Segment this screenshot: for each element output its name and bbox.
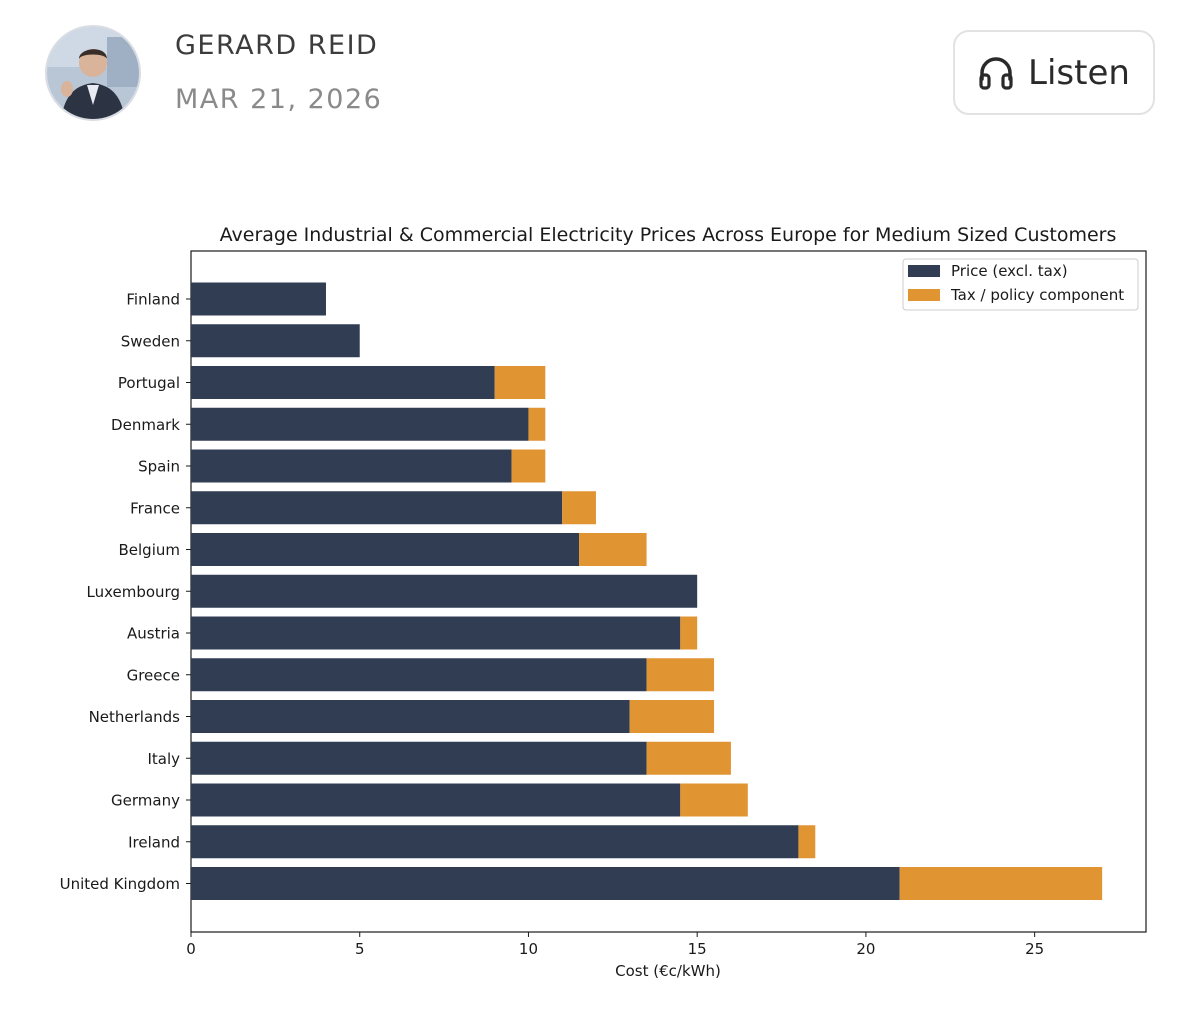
bar-spain-price xyxy=(191,449,512,483)
bar-portugal-price xyxy=(191,366,495,399)
listen-button[interactable]: Listen xyxy=(953,30,1155,115)
bar-france-price xyxy=(191,491,563,525)
legend-box xyxy=(902,258,1139,311)
y-tick-label-spain: Spain xyxy=(138,458,180,476)
author-name[interactable]: GERARD REID xyxy=(175,30,379,61)
legend-swatch-price xyxy=(908,265,940,277)
bar-chart: Average Industrial & Commercial Electric… xyxy=(60,224,1147,980)
y-tick-label-italy: Italy xyxy=(147,750,180,768)
listen-label: Listen xyxy=(1028,52,1130,93)
bar-germany-price xyxy=(191,783,681,817)
bar-belgium-price xyxy=(191,533,580,566)
legend-label-tax: Tax / policy component xyxy=(950,286,1124,304)
x-tick-label-5: 5 xyxy=(355,940,365,958)
bar-italy-price xyxy=(191,741,647,775)
y-tick-label-finland: Finland xyxy=(126,291,180,309)
x-tick-label-20: 20 xyxy=(856,940,875,958)
y-tick-label-netherlands: Netherlands xyxy=(89,708,181,726)
bar-austria-tax xyxy=(680,616,698,650)
x-tick-label-15: 15 xyxy=(688,940,707,958)
bar-netherlands-price xyxy=(191,700,630,733)
bar-sweden-price xyxy=(191,324,360,358)
bar-denmark-price xyxy=(191,407,529,441)
post-header: GERARD REID MAR 21, 2026 Listen xyxy=(0,0,1200,150)
x-tick-label-25: 25 xyxy=(1025,940,1044,958)
bar-germany-tax xyxy=(680,783,748,817)
y-tick-label-belgium: Belgium xyxy=(119,541,181,559)
author-avatar[interactable] xyxy=(45,25,141,121)
headphones-icon xyxy=(978,55,1014,91)
bar-finland-price xyxy=(191,282,326,316)
y-tick-label-sweden: Sweden xyxy=(121,332,180,350)
x-tick-label-0: 0 xyxy=(186,940,196,958)
y-tick-label-france: France xyxy=(130,499,180,517)
post-date: MAR 21, 2026 xyxy=(175,84,383,115)
x-tick-label-10: 10 xyxy=(519,940,538,958)
chart-title: Average Industrial & Commercial Electric… xyxy=(220,224,1117,246)
bar-greece-tax xyxy=(646,658,715,692)
bar-italy-tax xyxy=(646,741,731,775)
y-tick-label-ireland: Ireland xyxy=(128,833,180,851)
bar-denmark-tax xyxy=(528,407,546,441)
bar-united-kingdom-price xyxy=(191,867,900,900)
y-tick-label-denmark: Denmark xyxy=(111,416,180,434)
bar-austria-price xyxy=(191,616,681,650)
bar-spain-tax xyxy=(511,449,546,483)
bar-france-tax xyxy=(562,491,596,525)
chart-legend: Price (excl. tax) Tax / policy component xyxy=(902,258,1139,311)
bar-ireland-tax xyxy=(798,825,816,859)
x-axis-label: Cost (€c/kWh) xyxy=(615,962,721,980)
bar-ireland-price xyxy=(191,825,799,859)
y-tick-label-austria: Austria xyxy=(127,625,180,643)
bar-united-kingdom-tax xyxy=(899,867,1103,900)
legend-swatch-tax xyxy=(908,289,940,301)
legend-label-price: Price (excl. tax) xyxy=(951,262,1068,280)
bar-belgium-tax xyxy=(579,533,647,566)
y-tick-label-united-kingdom: United Kingdom xyxy=(60,875,180,893)
y-tick-label-germany: Germany xyxy=(111,792,180,810)
bar-luxembourg-price xyxy=(191,574,698,608)
y-tick-label-luxembourg: Luxembourg xyxy=(87,583,181,601)
bar-netherlands-tax xyxy=(629,700,715,733)
y-tick-label-greece: Greece xyxy=(127,666,180,684)
bar-greece-price xyxy=(191,658,647,692)
bar-portugal-tax xyxy=(494,366,546,399)
y-tick-label-portugal: Portugal xyxy=(118,374,180,392)
avatar-photo xyxy=(47,27,139,119)
